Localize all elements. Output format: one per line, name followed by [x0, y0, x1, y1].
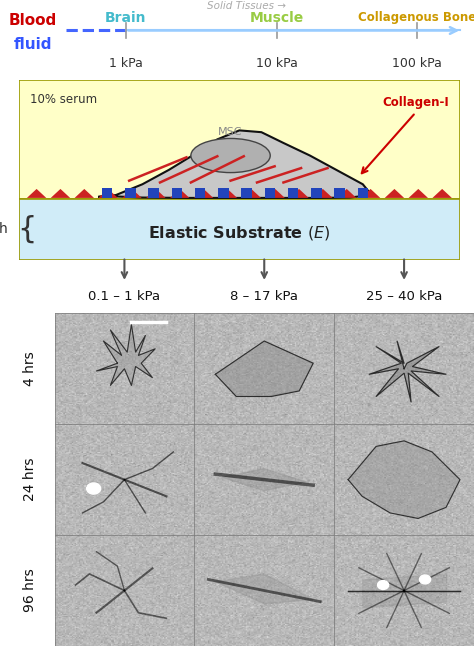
Text: Muscle: Muscle — [250, 12, 304, 25]
FancyBboxPatch shape — [19, 80, 460, 198]
Circle shape — [419, 575, 431, 584]
Polygon shape — [369, 341, 446, 402]
Text: fluid: fluid — [14, 37, 53, 52]
Text: 25 – 40 kPa: 25 – 40 kPa — [366, 290, 442, 303]
Text: MSC: MSC — [219, 127, 243, 137]
Text: 96 hrs: 96 hrs — [23, 568, 37, 612]
Polygon shape — [289, 189, 309, 198]
Bar — [195, 188, 205, 198]
Text: 24 hrs: 24 hrs — [23, 458, 37, 501]
Text: 4 hrs: 4 hrs — [23, 351, 37, 386]
Bar — [311, 188, 321, 198]
Text: Blood: Blood — [9, 13, 57, 28]
Polygon shape — [98, 130, 372, 198]
Circle shape — [377, 581, 389, 589]
Polygon shape — [409, 189, 428, 198]
Text: 100 kPa: 100 kPa — [392, 57, 442, 70]
Polygon shape — [242, 189, 261, 198]
Text: 0.1 – 1 kPa: 0.1 – 1 kPa — [88, 290, 161, 303]
FancyBboxPatch shape — [19, 198, 460, 260]
Bar — [218, 188, 228, 198]
Text: 10% serum: 10% serum — [30, 92, 97, 106]
Polygon shape — [194, 189, 213, 198]
Polygon shape — [51, 189, 70, 198]
Polygon shape — [146, 189, 165, 198]
Polygon shape — [361, 189, 380, 198]
Polygon shape — [265, 189, 285, 198]
Polygon shape — [313, 189, 333, 198]
Polygon shape — [218, 189, 237, 198]
Polygon shape — [97, 324, 155, 386]
Text: Collagen-I: Collagen-I — [382, 96, 449, 109]
Text: Brain: Brain — [105, 12, 146, 25]
Text: Solid Tissues →: Solid Tissues → — [207, 1, 286, 11]
Bar — [241, 188, 252, 198]
Polygon shape — [215, 341, 313, 397]
Text: {: { — [17, 214, 36, 244]
Bar — [102, 188, 112, 198]
Polygon shape — [432, 189, 452, 198]
Polygon shape — [170, 189, 190, 198]
Ellipse shape — [191, 138, 270, 172]
Polygon shape — [215, 574, 313, 604]
Text: 8 – 17 kPa: 8 – 17 kPa — [230, 290, 298, 303]
Polygon shape — [348, 441, 460, 519]
Bar — [264, 188, 275, 198]
Bar — [288, 188, 298, 198]
Bar — [334, 188, 345, 198]
Bar — [148, 188, 159, 198]
Text: Collagenous Bone: Collagenous Bone — [358, 12, 474, 25]
Polygon shape — [27, 189, 46, 198]
Polygon shape — [74, 189, 94, 198]
Circle shape — [87, 483, 100, 494]
Polygon shape — [99, 189, 118, 198]
Text: 1 kPa: 1 kPa — [109, 57, 143, 70]
Polygon shape — [337, 189, 356, 198]
Bar — [172, 188, 182, 198]
Bar — [357, 188, 368, 198]
Text: 10 kPa: 10 kPa — [256, 57, 298, 70]
Text: Elastic Substrate $(E)$: Elastic Substrate $(E)$ — [148, 224, 330, 242]
Bar — [125, 188, 136, 198]
Polygon shape — [385, 189, 404, 198]
Polygon shape — [122, 189, 142, 198]
Text: h: h — [0, 222, 8, 236]
Polygon shape — [222, 468, 306, 491]
